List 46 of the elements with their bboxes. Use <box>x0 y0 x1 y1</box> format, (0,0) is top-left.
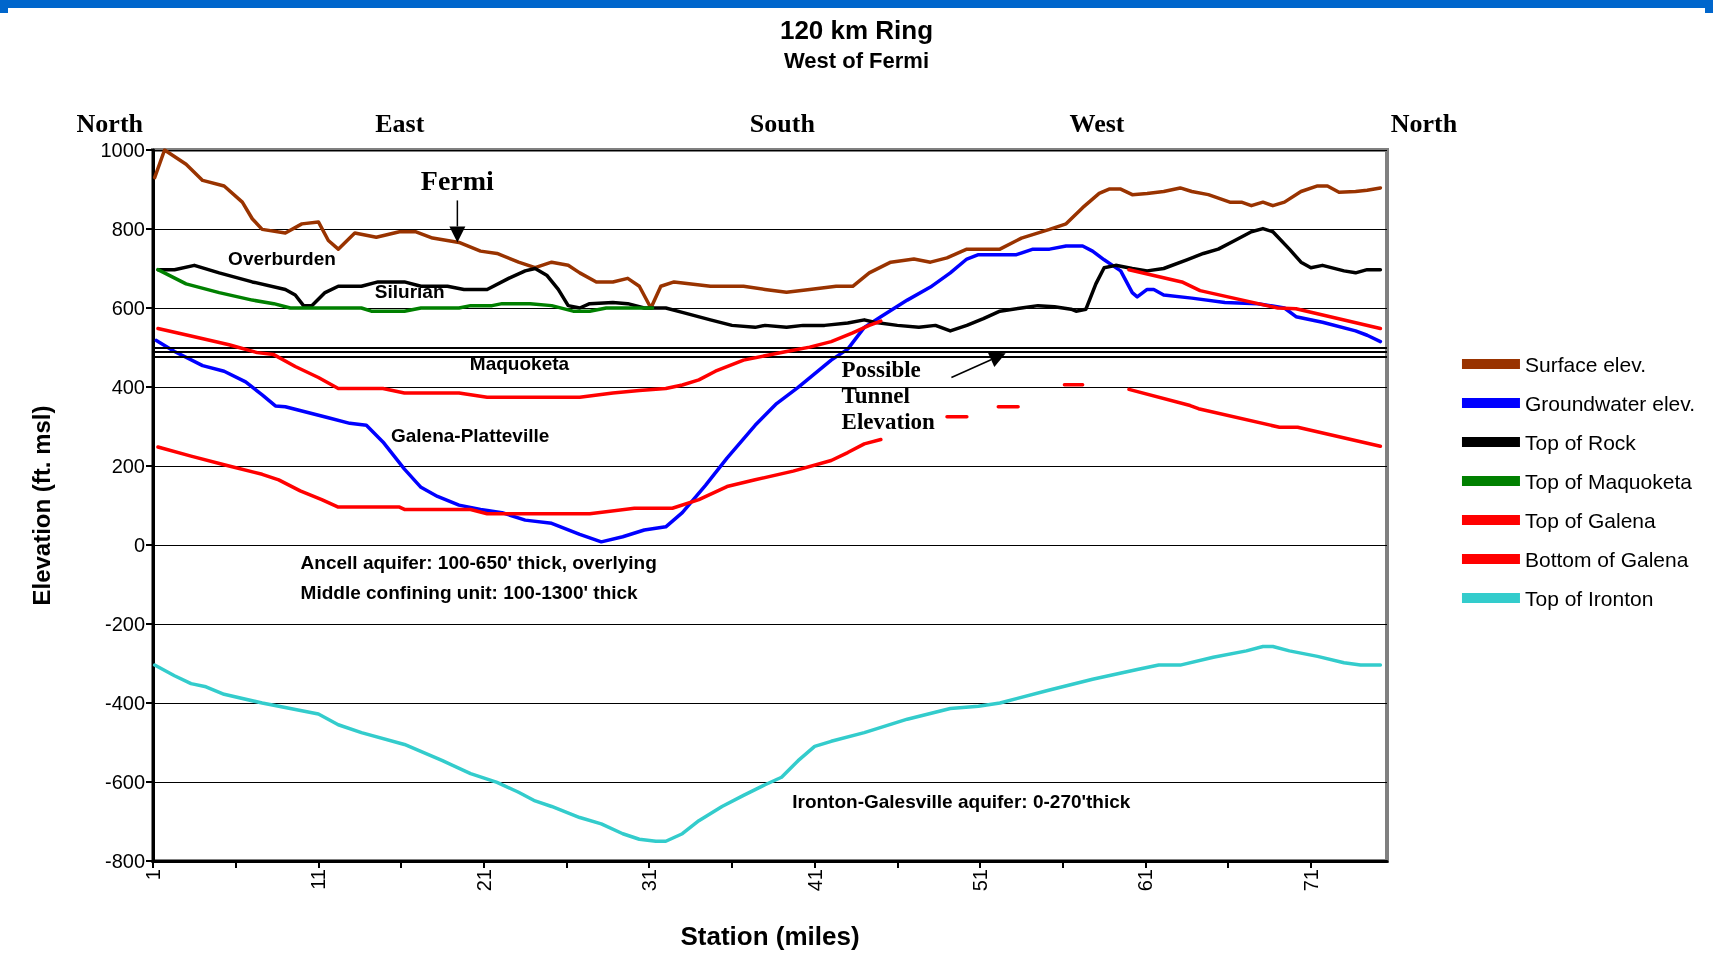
x-tick-label: 31 <box>638 869 661 892</box>
chart-subtitle: West of Fermi <box>783 47 930 73</box>
y-tick-label: 800 <box>111 218 145 240</box>
y-tick-label: -200 <box>104 613 145 635</box>
annotation: Silurian <box>374 281 445 303</box>
y-tick-label: 200 <box>111 455 145 477</box>
legend-label: Bottom of Galena <box>1524 547 1689 571</box>
x-tick-label: 11 <box>307 869 330 890</box>
text: North <box>76 108 144 138</box>
x-tick-label: 51 <box>969 869 992 892</box>
chart-title: 120 km Ring <box>779 15 934 45</box>
y-tick-label: -600 <box>104 771 145 793</box>
x-tick-label: 71 <box>1299 869 1322 892</box>
annotation: Fermi <box>420 164 495 196</box>
text: West <box>1069 108 1125 138</box>
annotation: Maquoketa <box>469 352 570 374</box>
legend-label: Top of Ironton <box>1524 586 1654 610</box>
line-series <box>152 644 1383 843</box>
legend-label: Top of Rock <box>1524 430 1637 454</box>
legend-label: Top of Maquoketa <box>1524 469 1693 493</box>
x-tick-label: 41 <box>803 869 826 892</box>
y-tick-label: 0 <box>133 534 145 556</box>
y-tick-label: -400 <box>104 692 145 714</box>
legend-label: Top of Galena <box>1524 508 1657 532</box>
text: North <box>1390 108 1458 138</box>
x-axis-title: Station (miles) <box>680 921 860 951</box>
annotation: Galena-Platteville <box>390 424 550 446</box>
legend-label: Surface elev. <box>1524 352 1646 376</box>
y-tick-label: 400 <box>111 376 145 398</box>
y-tick-label: 600 <box>111 297 145 319</box>
line-series <box>156 267 655 313</box>
legend-label: Groundwater elev. <box>1524 391 1695 415</box>
text: East <box>375 108 425 138</box>
x-tick-label: 21 <box>472 869 495 892</box>
annotation: Overburden <box>228 247 336 269</box>
y-tick-label: -800 <box>104 850 145 872</box>
x-tick-label: 1 <box>142 869 164 881</box>
text: South <box>749 108 816 138</box>
annotation: Possible Tunnel Elevation <box>841 356 936 434</box>
y-axis-title: Elevation (ft. msl) <box>27 405 55 606</box>
annotation: Ancell aquifer: 100-650' thick, overlying <box>300 552 657 574</box>
annotation: Middle confining unit: 100-1300' thick <box>300 581 639 603</box>
x-tick-label: 61 <box>1134 869 1157 892</box>
y-tick-label: 1000 <box>100 139 145 161</box>
annotation: Ironton-Galesville aquifer: 0-270'thick <box>792 791 1131 813</box>
line-series <box>154 244 1383 544</box>
